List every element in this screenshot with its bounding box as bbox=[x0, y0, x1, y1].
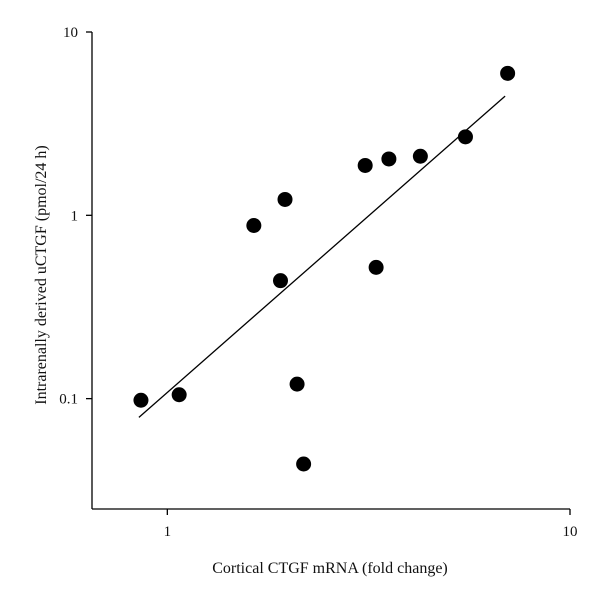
y-tick-label: 1 bbox=[71, 208, 79, 224]
trendline-layer bbox=[138, 95, 506, 418]
data-point bbox=[277, 191, 293, 207]
data-point bbox=[381, 151, 397, 167]
data-point bbox=[368, 259, 384, 275]
y-axis-label: Intrarenally derived uCTGF (pmol/24 h) bbox=[33, 145, 50, 405]
data-point bbox=[412, 148, 428, 164]
data-points bbox=[133, 65, 516, 472]
data-point bbox=[296, 456, 312, 472]
x-tick-label: 1 bbox=[164, 524, 172, 540]
data-point bbox=[133, 392, 149, 408]
y-tick-label: 0.1 bbox=[59, 392, 78, 408]
axes bbox=[91, 32, 570, 510]
y-tick-label: 10 bbox=[63, 25, 78, 41]
data-point bbox=[272, 273, 288, 289]
x-tick-label: 10 bbox=[563, 524, 578, 540]
data-point bbox=[289, 376, 305, 392]
data-point bbox=[171, 387, 187, 403]
x-axis-label: Cortical CTGF mRNA (fold change) bbox=[212, 560, 448, 577]
data-point bbox=[357, 157, 373, 173]
data-point bbox=[500, 65, 516, 81]
data-point bbox=[457, 129, 473, 145]
ticks: 0.1 1 10 1 10 bbox=[59, 25, 577, 540]
trendline bbox=[138, 95, 506, 418]
data-point bbox=[246, 217, 262, 233]
